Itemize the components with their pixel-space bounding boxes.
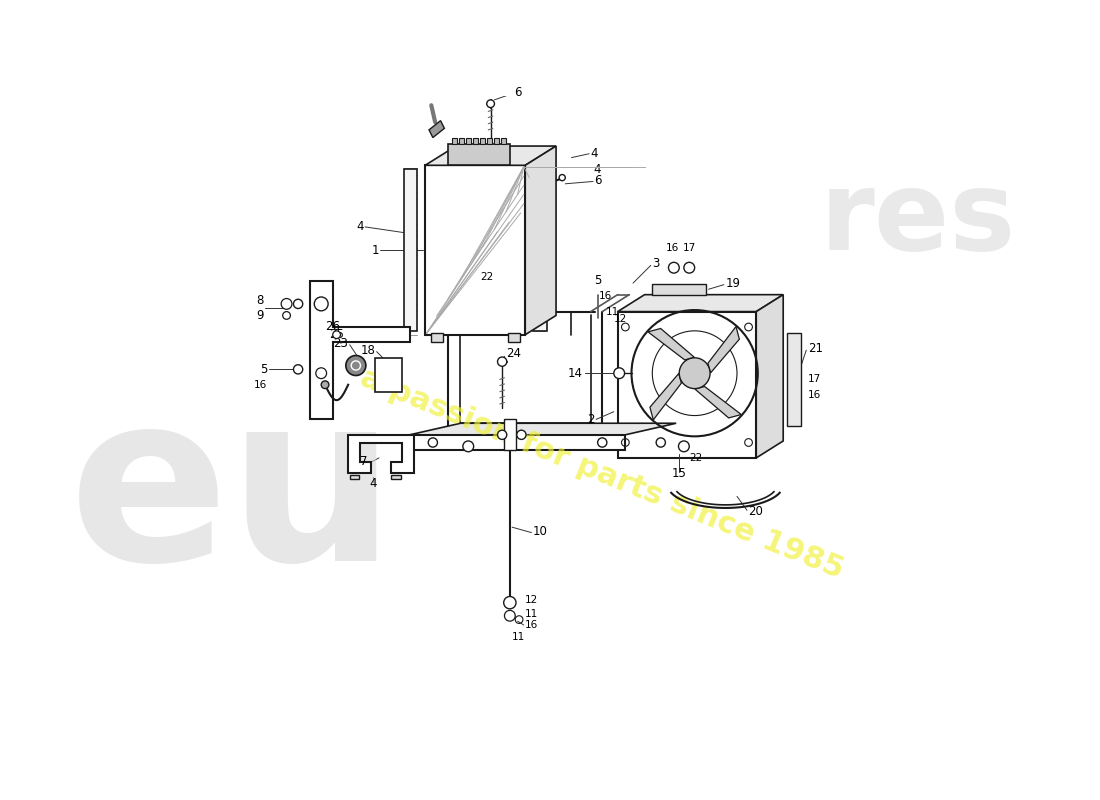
Text: 16: 16	[598, 291, 612, 301]
Circle shape	[684, 262, 695, 273]
Bar	[500, 138, 506, 144]
Bar	[466, 138, 471, 144]
Text: 17: 17	[807, 374, 821, 384]
Circle shape	[321, 381, 329, 389]
Text: 6: 6	[514, 86, 521, 98]
Text: 19: 19	[726, 277, 740, 290]
Polygon shape	[618, 294, 783, 311]
Text: 22: 22	[480, 272, 494, 282]
Text: 17: 17	[683, 243, 696, 254]
Bar	[449, 144, 510, 166]
Text: 11: 11	[526, 610, 539, 619]
Text: 11: 11	[512, 632, 525, 642]
Bar	[494, 138, 499, 144]
Circle shape	[517, 430, 526, 439]
Text: 16: 16	[667, 243, 680, 254]
Text: 25: 25	[329, 328, 344, 341]
Circle shape	[597, 438, 607, 447]
Text: 6: 6	[594, 174, 602, 187]
Polygon shape	[375, 358, 403, 393]
Circle shape	[282, 298, 292, 310]
Text: 16: 16	[526, 620, 539, 630]
Circle shape	[497, 357, 507, 366]
Text: 12: 12	[526, 595, 539, 606]
Text: 1: 1	[372, 243, 378, 257]
Bar	[473, 138, 478, 144]
Circle shape	[294, 365, 302, 374]
Polygon shape	[708, 326, 739, 373]
Polygon shape	[757, 294, 783, 458]
Text: 26: 26	[326, 321, 341, 334]
Text: 20: 20	[749, 506, 763, 518]
Text: 15: 15	[672, 467, 686, 480]
Polygon shape	[652, 284, 706, 294]
Text: 16: 16	[254, 380, 267, 390]
Text: 16: 16	[807, 390, 821, 400]
Text: 10: 10	[534, 525, 548, 538]
Circle shape	[345, 355, 366, 375]
Circle shape	[463, 441, 474, 452]
Text: 3: 3	[652, 258, 660, 270]
Polygon shape	[348, 435, 414, 474]
Polygon shape	[350, 475, 359, 479]
Polygon shape	[429, 121, 444, 138]
Polygon shape	[650, 374, 681, 420]
Text: 14: 14	[568, 366, 583, 380]
Circle shape	[332, 331, 341, 338]
Text: 4: 4	[368, 477, 376, 490]
Polygon shape	[409, 423, 676, 435]
Text: 4: 4	[593, 162, 601, 176]
Text: 5: 5	[594, 274, 602, 287]
Bar	[409, 435, 625, 450]
Circle shape	[428, 438, 438, 447]
Circle shape	[559, 174, 565, 181]
Text: 5: 5	[260, 363, 267, 376]
Circle shape	[656, 438, 666, 447]
Text: 8: 8	[256, 294, 264, 306]
Circle shape	[669, 262, 680, 273]
Polygon shape	[425, 146, 556, 166]
Circle shape	[283, 311, 290, 319]
Circle shape	[294, 299, 302, 309]
Text: 23: 23	[333, 338, 348, 350]
Bar	[486, 138, 492, 144]
Text: 7: 7	[360, 455, 367, 468]
Bar	[425, 166, 526, 334]
Text: res: res	[820, 166, 1016, 273]
Polygon shape	[695, 386, 741, 418]
Text: 11: 11	[606, 306, 619, 317]
Text: 24: 24	[506, 347, 521, 361]
Bar	[534, 169, 547, 331]
Text: 4: 4	[356, 220, 363, 234]
Text: 18: 18	[360, 344, 375, 357]
Bar	[404, 169, 418, 331]
Polygon shape	[392, 475, 400, 479]
Bar	[480, 138, 485, 144]
Text: 21: 21	[807, 342, 823, 355]
Text: eu: eu	[68, 382, 397, 610]
Polygon shape	[648, 329, 694, 360]
Text: 9: 9	[256, 309, 264, 322]
Text: 12: 12	[614, 314, 627, 324]
Circle shape	[497, 430, 507, 439]
Bar	[452, 138, 458, 144]
Bar	[507, 333, 520, 342]
Bar	[788, 333, 801, 426]
Circle shape	[504, 597, 516, 609]
Bar	[430, 333, 443, 342]
Text: 2: 2	[587, 413, 594, 426]
Text: 4: 4	[591, 147, 598, 160]
Circle shape	[680, 358, 711, 389]
Polygon shape	[526, 146, 556, 334]
Polygon shape	[310, 281, 409, 419]
Circle shape	[614, 368, 625, 378]
Circle shape	[679, 441, 690, 452]
Polygon shape	[504, 419, 516, 450]
Text: 22: 22	[689, 453, 702, 463]
Bar	[618, 312, 757, 458]
Circle shape	[486, 100, 495, 107]
Text: a passion for parts since 1985: a passion for parts since 1985	[356, 362, 848, 584]
Bar	[459, 138, 464, 144]
